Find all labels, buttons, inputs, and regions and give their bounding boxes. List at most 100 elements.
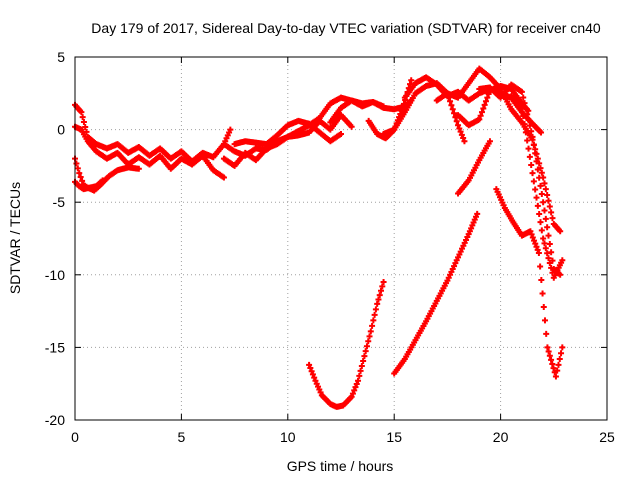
data-point [222, 176, 226, 180]
data-point [488, 88, 492, 92]
data-point [79, 110, 83, 114]
data-point [107, 174, 111, 178]
data-point [307, 363, 311, 367]
data-point [541, 176, 545, 180]
data-point [467, 123, 471, 127]
data-point [147, 162, 151, 166]
series-arc-valley [306, 279, 387, 410]
data-point [367, 119, 371, 123]
data-point [158, 154, 162, 158]
data-point [403, 96, 407, 100]
data-point [339, 106, 343, 110]
y-tick-label: -10 [45, 267, 65, 283]
data-point [560, 345, 564, 349]
data-point [467, 99, 471, 103]
data-point [511, 221, 515, 225]
data-point [467, 232, 471, 236]
data-point [531, 122, 535, 126]
grid [75, 57, 607, 420]
series-arc-early-4 [72, 177, 106, 193]
data-point [211, 168, 215, 172]
data-point [254, 146, 258, 150]
data-point [307, 131, 311, 135]
data-point [94, 149, 98, 153]
data-point [77, 184, 81, 188]
data-point [382, 106, 386, 110]
data-point [531, 135, 535, 139]
data-point [228, 128, 232, 132]
data-point [296, 119, 300, 123]
data-point [116, 142, 120, 146]
y-tick-label: 0 [57, 122, 65, 138]
y-tick-label: 5 [57, 49, 65, 65]
data-point [456, 255, 460, 259]
data-point [254, 158, 258, 162]
x-tick-label: 15 [386, 429, 402, 445]
data-point [456, 123, 460, 127]
data-point [222, 142, 226, 146]
plot-frame [74, 56, 608, 421]
y-tick-label: -5 [53, 194, 66, 210]
data-point [424, 75, 428, 79]
data-point [116, 168, 120, 172]
data-point [477, 91, 481, 95]
data-point [94, 142, 98, 146]
data-point [328, 402, 332, 406]
data-point [467, 81, 471, 85]
series-arc-mid-3 [231, 117, 344, 148]
data-point [88, 186, 92, 190]
data-point [190, 162, 194, 166]
data-point [79, 128, 83, 132]
data-point [424, 319, 428, 323]
data-point [541, 237, 545, 240]
data-point [413, 91, 417, 95]
series-arc-late-5 [455, 138, 493, 197]
data-point [560, 258, 564, 262]
data-point [558, 229, 562, 233]
chart-title: Day 179 of 2017, Sidereal Day-to-day VTE… [91, 20, 601, 36]
data-point [509, 87, 513, 91]
data-point [409, 78, 413, 82]
data-point [362, 354, 366, 358]
data-point [528, 229, 532, 233]
data-point [286, 135, 290, 139]
series-arc-mid-2 [220, 112, 355, 169]
data-point [526, 109, 530, 113]
data-point [392, 128, 396, 132]
data-point [435, 99, 439, 103]
data-point [445, 279, 449, 283]
data-point [339, 96, 343, 100]
y-tick-label: -20 [45, 412, 65, 428]
data-point [369, 329, 373, 333]
data-point [296, 133, 300, 137]
data-point [94, 184, 98, 188]
data-point [539, 131, 543, 135]
data-point [467, 178, 471, 182]
data-point [275, 133, 279, 137]
x-tick-label: 5 [178, 429, 186, 445]
data-point [318, 119, 322, 123]
series-arc-mid-4 [327, 97, 415, 126]
data-point [356, 379, 360, 383]
series-arc-late-6 [493, 186, 566, 380]
data-point [137, 145, 141, 149]
data-point [477, 67, 481, 71]
data-series [72, 65, 566, 410]
data-point [222, 157, 226, 161]
data-point [77, 171, 81, 175]
data-point [401, 106, 405, 110]
data-point [552, 222, 556, 226]
data-point [520, 106, 524, 110]
x-tick-label: 0 [71, 429, 79, 445]
data-point [328, 101, 332, 105]
data-point [201, 154, 205, 158]
data-point [371, 100, 375, 104]
x-tick-label: 20 [493, 429, 509, 445]
data-point [382, 280, 386, 284]
data-point [169, 167, 173, 171]
data-point [384, 136, 388, 140]
data-point [424, 84, 428, 88]
data-point [456, 191, 460, 195]
series-arc-early-2 [72, 123, 227, 181]
